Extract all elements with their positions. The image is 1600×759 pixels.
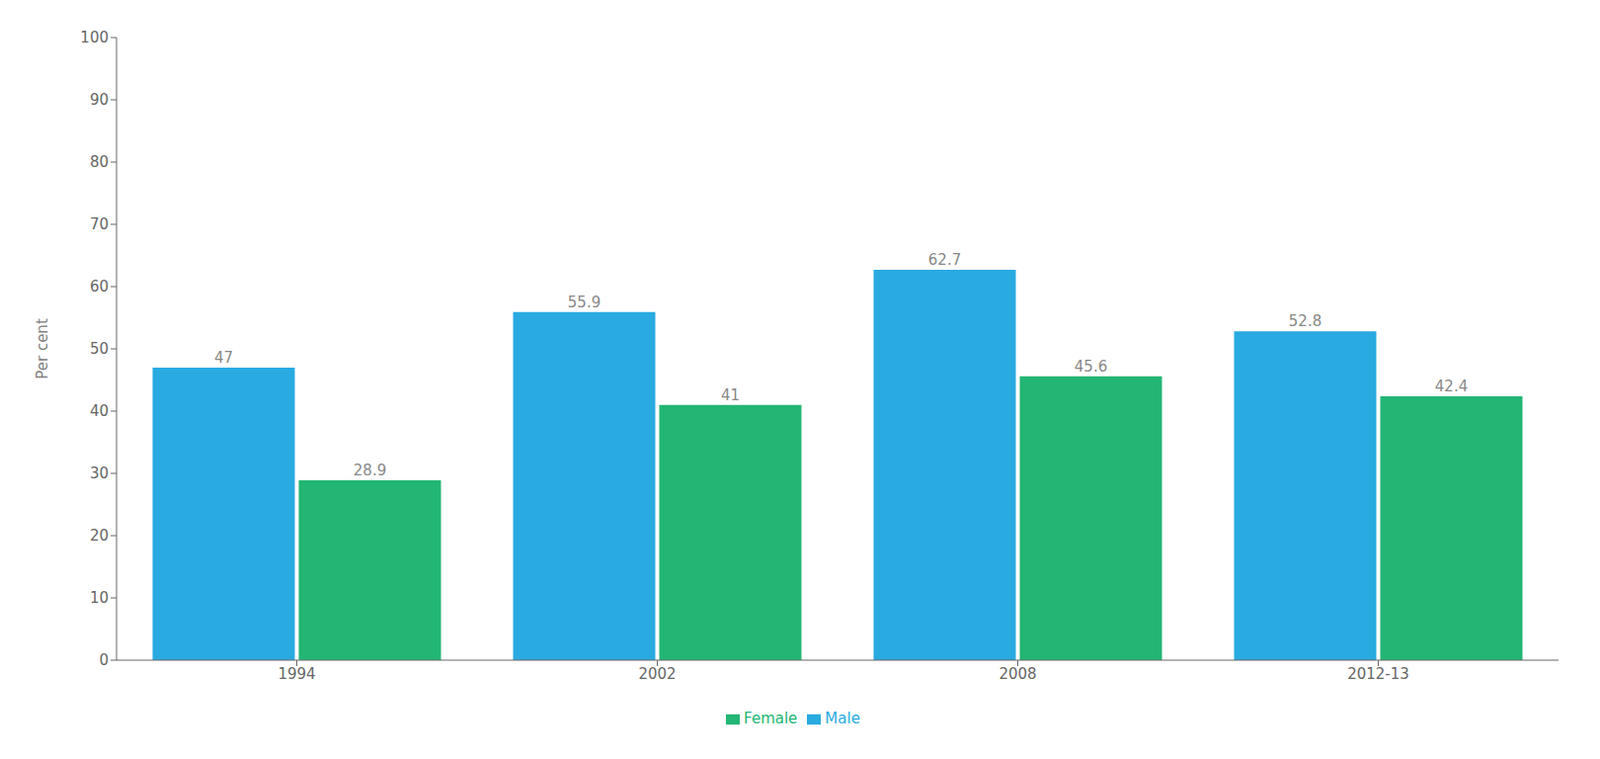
svg-text:40: 40 bbox=[89, 401, 109, 420]
svg-text:2002: 2002 bbox=[638, 664, 676, 683]
svg-text:10: 10 bbox=[89, 588, 109, 607]
svg-text:50: 50 bbox=[89, 339, 109, 358]
svg-text:2008: 2008 bbox=[998, 664, 1037, 683]
svg-text:90: 90 bbox=[89, 90, 109, 109]
svg-text:Per cent: Per cent bbox=[33, 318, 52, 380]
svg-text:28.9: 28.9 bbox=[353, 461, 387, 480]
svg-text:45.6: 45.6 bbox=[1074, 357, 1108, 376]
svg-text:2012-13: 2012-13 bbox=[1347, 664, 1410, 683]
svg-text:52.8: 52.8 bbox=[1288, 312, 1322, 330]
svg-text:62.7: 62.7 bbox=[928, 250, 961, 269]
svg-text:100: 100 bbox=[80, 28, 109, 47]
svg-text:47: 47 bbox=[214, 348, 234, 367]
html-text:Female: Female bbox=[743, 709, 798, 727]
html-text:Male: Male bbox=[825, 709, 861, 727]
svg-text:70: 70 bbox=[89, 215, 109, 234]
svg-text:20: 20 bbox=[89, 526, 109, 545]
svg-text:80: 80 bbox=[89, 153, 109, 171]
svg-text:41: 41 bbox=[720, 386, 740, 404]
svg-text:30: 30 bbox=[89, 464, 109, 482]
svg-text:0: 0 bbox=[98, 650, 109, 669]
svg-text:1994: 1994 bbox=[277, 664, 316, 683]
svg-text:55.9: 55.9 bbox=[567, 293, 601, 312]
svg-text:42.4: 42.4 bbox=[1435, 377, 1468, 396]
svg-text:60: 60 bbox=[89, 277, 109, 296]
